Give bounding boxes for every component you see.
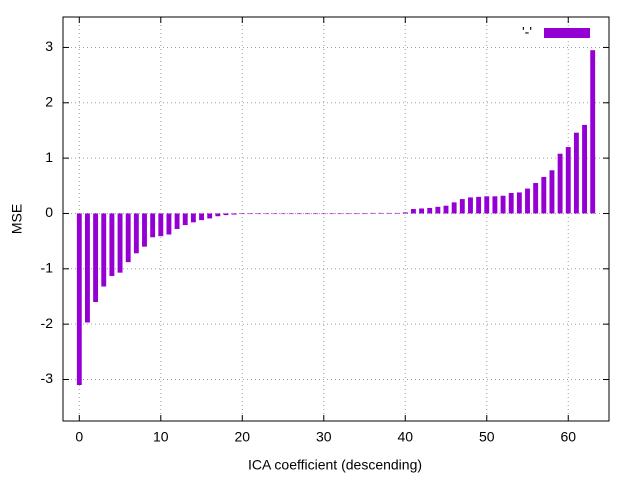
y-tick-label: 0 (45, 204, 53, 220)
bar (174, 213, 180, 229)
bar (410, 209, 416, 214)
x-tick-label: 30 (316, 429, 332, 445)
bar (190, 213, 196, 223)
bar (362, 213, 367, 215)
bar (264, 213, 270, 215)
bar (476, 196, 482, 214)
bar (150, 213, 156, 238)
y-tick-label: -1 (41, 260, 54, 276)
bar (215, 213, 221, 217)
bar (256, 213, 262, 215)
bar (427, 207, 433, 214)
bar (549, 170, 555, 214)
bar (199, 213, 204, 221)
bar (541, 176, 547, 214)
bar (419, 208, 425, 214)
bar (468, 197, 473, 214)
x-tick-label: 0 (75, 429, 83, 445)
x-tick-label: 40 (397, 429, 413, 445)
bar (109, 213, 115, 277)
bar (402, 212, 408, 214)
bar (125, 213, 131, 263)
bar (443, 205, 449, 214)
bar (492, 196, 498, 214)
bar (93, 213, 99, 303)
x-tick-label: 60 (560, 429, 576, 445)
bar (459, 199, 465, 214)
x-tick-label: 10 (153, 429, 169, 445)
x-tick-label: 20 (234, 429, 250, 445)
y-axis-label: MSE (9, 204, 25, 234)
bar (386, 212, 392, 214)
y-tick-label: -3 (41, 370, 54, 386)
bar (353, 213, 359, 215)
bar (484, 196, 490, 214)
bar (133, 213, 139, 254)
bar (394, 212, 400, 214)
plot-border (62, 16, 610, 422)
bar (451, 202, 457, 214)
bar (166, 213, 172, 235)
bar (117, 213, 123, 273)
bar (500, 195, 506, 214)
bar (525, 188, 530, 214)
bar (329, 213, 335, 215)
bar (272, 213, 278, 215)
bar (223, 213, 229, 216)
bar (590, 50, 596, 214)
bar (321, 213, 327, 215)
bar (305, 213, 310, 215)
legend-label: '-' (522, 24, 532, 40)
y-tick-label: 3 (45, 38, 53, 54)
bar (435, 206, 441, 214)
y-tick-label: -2 (41, 315, 54, 331)
bar (288, 213, 294, 215)
bar (557, 153, 563, 214)
bar (142, 213, 147, 247)
bar (247, 213, 253, 215)
bar (207, 213, 213, 219)
x-axis-label: ICA coefficient (descending) (248, 457, 422, 473)
bar (508, 192, 514, 214)
bar (345, 213, 351, 215)
bar (533, 183, 539, 214)
bar (158, 213, 164, 237)
bar (313, 213, 319, 215)
bar (296, 213, 302, 215)
bar (231, 213, 237, 215)
bar (582, 124, 587, 214)
y-tick-label: 1 (45, 149, 53, 165)
bar (76, 213, 82, 386)
bar (370, 212, 376, 214)
bar (101, 213, 107, 287)
bar (280, 213, 286, 215)
bar (337, 213, 343, 215)
y-tick-label: 2 (45, 93, 53, 109)
bar (182, 213, 188, 226)
bar (239, 213, 245, 215)
bar (378, 212, 384, 214)
bar (516, 192, 522, 214)
bar (85, 213, 90, 323)
legend-swatch (544, 28, 590, 38)
bar (565, 147, 571, 214)
x-tick-label: 50 (479, 429, 495, 445)
bar (573, 132, 579, 214)
